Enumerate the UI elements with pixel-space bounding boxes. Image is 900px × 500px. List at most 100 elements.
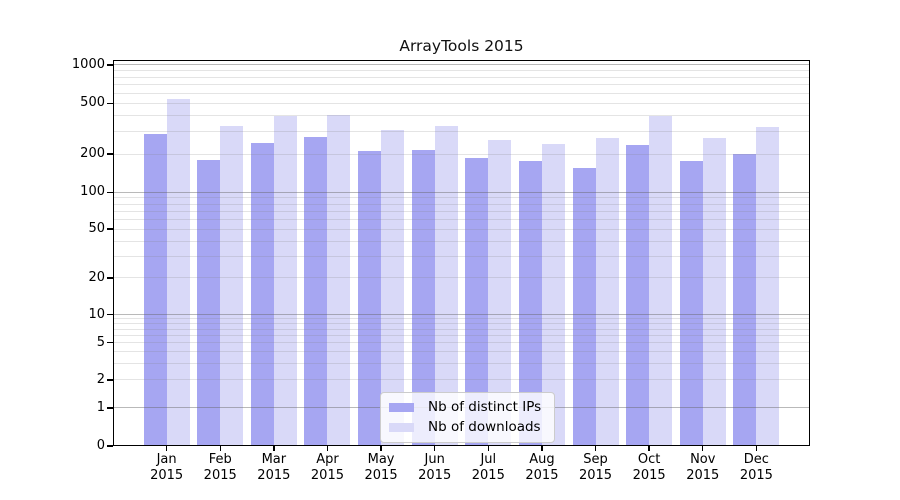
gridline-minor	[113, 334, 810, 336]
bar-distinct-ips	[250, 142, 274, 446]
x-tick-label-year: 2015	[525, 468, 559, 483]
x-tick-label-month: Sep	[583, 452, 608, 467]
legend-swatch-downloads-icon	[389, 422, 414, 432]
x-tick-label: Mar 2015	[242, 452, 306, 484]
bar-distinct-ips	[358, 151, 382, 446]
bar-downloads	[327, 115, 351, 446]
x-tick-mark	[541, 446, 543, 451]
y-tick-label: 50	[88, 221, 105, 237]
gridline-minor	[113, 342, 810, 344]
y-tick-mark	[107, 64, 113, 66]
x-tick-mark	[273, 446, 275, 451]
bar-downloads	[166, 99, 190, 446]
x-tick-mark	[594, 446, 597, 451]
y-tick-mark	[107, 228, 113, 230]
gridline-minor	[113, 323, 810, 325]
x-tick-label-month: May	[367, 452, 395, 467]
bar-downloads	[595, 138, 619, 446]
x-tick-label: Dec 2015	[724, 452, 788, 484]
plot-area	[113, 60, 810, 446]
legend-item-downloads: Nb of downloads	[389, 417, 541, 437]
y-tick-label: 20	[88, 269, 105, 285]
legend-label-distinct-ips: Nb of distinct IPs	[428, 399, 542, 415]
gridline-major	[113, 313, 810, 315]
gridline-minor	[113, 131, 810, 133]
bar-distinct-ips	[572, 168, 596, 446]
bar-distinct-ips	[626, 145, 650, 446]
bar-distinct-ips	[465, 158, 489, 446]
x-tick-label: Jan 2015	[135, 452, 199, 484]
x-tick-label-month: Jul	[480, 452, 497, 467]
x-tick-label-month: Aug	[529, 452, 555, 467]
y-tick-mark	[107, 102, 113, 105]
bar-distinct-ips	[304, 137, 328, 446]
bar-distinct-ips	[733, 154, 757, 446]
x-tick-label-month: Nov	[690, 452, 716, 467]
legend-item-distinct-ips: Nb of distinct IPs	[389, 397, 541, 417]
y-tick-mark	[107, 379, 113, 381]
y-tick-mark	[107, 313, 113, 316]
gridline-minor	[113, 255, 810, 257]
x-tick-label: Oct 2015	[617, 452, 681, 484]
x-tick-label-month: Feb	[208, 452, 232, 467]
x-tick-label-month: Jan	[156, 452, 177, 467]
x-tick-label: Apr 2015	[295, 452, 359, 484]
x-tick-label: May 2015	[349, 452, 413, 484]
gridline-major	[113, 191, 810, 193]
legend: Nb of distinct IPs Nb of downloads	[380, 392, 556, 443]
y-tick-label: 100	[80, 184, 105, 200]
x-tick-label: Aug 2015	[510, 452, 574, 484]
x-tick-label-year: 2015	[632, 468, 666, 483]
y-tick-label: 10	[88, 306, 105, 322]
bar-distinct-ips	[143, 134, 167, 446]
gridline-minor	[113, 277, 810, 279]
x-tick-label-year: 2015	[471, 468, 505, 483]
x-tick-mark	[433, 446, 436, 451]
gridline-minor	[113, 379, 810, 381]
x-tick-mark	[219, 446, 221, 451]
bar-downloads	[541, 143, 565, 446]
gridline-minor	[113, 362, 810, 364]
y-tick-label: 0	[96, 438, 105, 453]
gridline-minor	[113, 240, 810, 242]
y-tick-label: 200	[80, 146, 105, 162]
gridline-minor	[113, 210, 810, 212]
gridline-minor	[113, 218, 810, 220]
gridline-minor	[113, 115, 810, 117]
x-tick-label: Feb 2015	[188, 452, 252, 484]
y-tick-label: 1	[96, 399, 105, 415]
bar-downloads	[273, 116, 297, 446]
gridline-minor	[113, 328, 810, 330]
x-tick-mark	[755, 446, 758, 451]
bar-distinct-ips	[411, 150, 435, 446]
x-tick-label-month: Apr	[316, 452, 339, 467]
bar-downloads	[702, 138, 726, 446]
x-tick-label-year: 2015	[418, 468, 452, 483]
gridline-minor	[113, 84, 810, 86]
x-tick-label: Jul 2015	[456, 452, 520, 484]
y-tick-mark	[107, 153, 113, 155]
y-tick-mark	[107, 407, 113, 409]
x-tick-label-month: Mar	[261, 452, 287, 467]
y-tick-mark	[107, 445, 113, 447]
x-tick-label-year: 2015	[203, 468, 237, 483]
x-tick-mark	[165, 446, 168, 451]
x-tick-label: Sep 2015	[564, 452, 628, 484]
gridline-minor	[113, 318, 810, 320]
bar-distinct-ips	[679, 161, 703, 446]
gridline-minor	[113, 70, 810, 72]
x-tick-label-month: Jun	[424, 452, 445, 467]
bar-downloads	[488, 139, 512, 446]
x-tick-mark	[702, 446, 704, 451]
x-tick-label: Jun 2015	[403, 452, 467, 484]
gridline-minor	[113, 76, 810, 78]
x-tick-label: Nov 2015	[671, 452, 735, 484]
y-tick-label: 500	[80, 95, 105, 111]
x-tick-label-year: 2015	[686, 468, 720, 483]
gridline-minor	[113, 153, 810, 155]
x-tick-label-month: Dec	[743, 452, 769, 467]
bar-downloads	[756, 127, 780, 446]
bar-distinct-ips	[197, 159, 221, 446]
gridline-minor	[113, 92, 810, 94]
